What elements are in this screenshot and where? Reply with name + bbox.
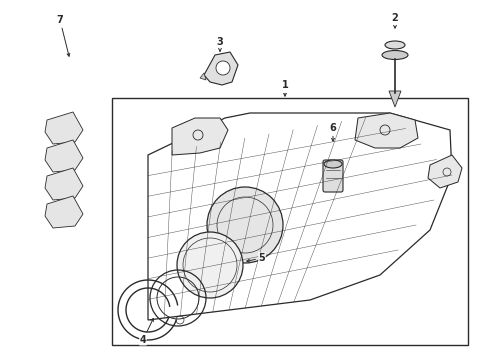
Circle shape: [216, 61, 229, 75]
Circle shape: [177, 232, 243, 298]
Text: 1: 1: [281, 80, 288, 96]
Ellipse shape: [381, 50, 407, 59]
Circle shape: [206, 187, 283, 263]
Bar: [112, 98, 467, 345]
Polygon shape: [45, 168, 83, 200]
Ellipse shape: [384, 41, 404, 49]
Text: 2: 2: [391, 13, 398, 28]
Text: 5: 5: [246, 253, 265, 263]
Polygon shape: [45, 196, 83, 228]
Text: 6: 6: [329, 123, 336, 141]
FancyBboxPatch shape: [323, 160, 342, 192]
Text: 3: 3: [216, 37, 223, 51]
Ellipse shape: [324, 160, 341, 168]
Polygon shape: [388, 91, 400, 107]
Polygon shape: [45, 140, 83, 172]
Polygon shape: [172, 118, 227, 155]
Polygon shape: [354, 113, 417, 148]
Polygon shape: [200, 73, 205, 80]
Text: 4: 4: [140, 319, 153, 345]
Text: 7: 7: [57, 15, 70, 56]
Polygon shape: [45, 112, 83, 144]
Polygon shape: [427, 155, 461, 188]
Polygon shape: [203, 52, 238, 85]
